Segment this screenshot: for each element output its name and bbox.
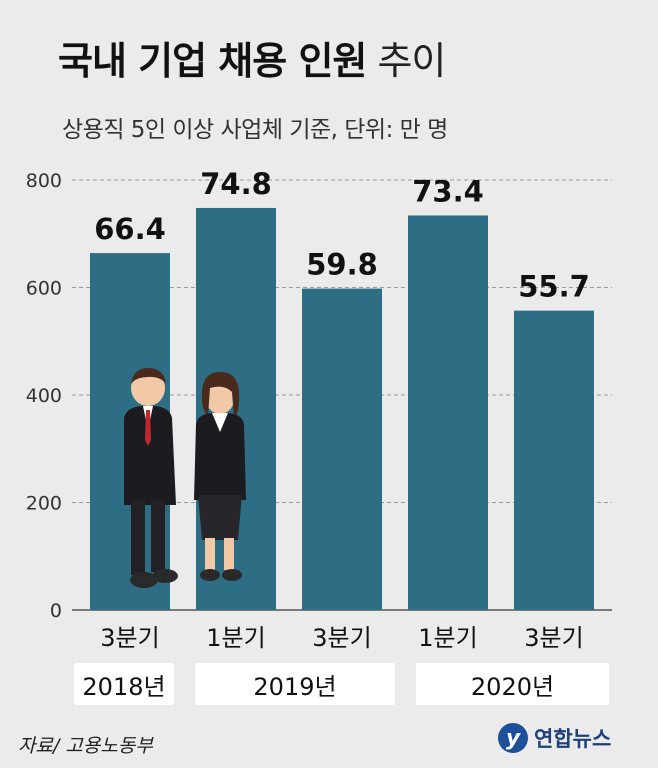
office-workers-illustration bbox=[124, 368, 246, 588]
title-main: 국내 기업 채용 인원 bbox=[58, 39, 367, 83]
year-label-2018: 2018년 bbox=[74, 663, 174, 705]
bar bbox=[302, 288, 382, 610]
y-tick-label: 600 bbox=[26, 278, 62, 300]
woman-figure bbox=[194, 372, 246, 581]
category-label: 1분기 bbox=[206, 624, 265, 652]
category-label: 1분기 bbox=[418, 624, 477, 652]
y-tick-label: 0 bbox=[50, 600, 62, 622]
bar bbox=[408, 215, 488, 610]
data-label: 59.8 bbox=[306, 248, 378, 282]
yonhap-logo: y 연합뉴스 bbox=[498, 723, 611, 753]
year-label-2019: 2019년 bbox=[195, 663, 395, 705]
title-suffix: 추이 bbox=[377, 39, 446, 83]
category-label: 3분기 bbox=[312, 624, 371, 652]
chart-title: 국내 기업 채용 인원 추이 bbox=[58, 30, 446, 85]
source-note: 자료/ 고용노동부 bbox=[18, 735, 153, 757]
year-label-2020: 2020년 bbox=[416, 663, 609, 705]
y-tick-label: 400 bbox=[26, 385, 62, 407]
man-figure bbox=[124, 368, 178, 588]
data-label: 74.8 bbox=[200, 167, 272, 201]
bar bbox=[514, 310, 594, 610]
data-label: 73.4 bbox=[412, 174, 484, 208]
y-tick-label: 200 bbox=[26, 493, 62, 515]
data-label: 55.7 bbox=[518, 270, 590, 304]
category-label: 3분기 bbox=[100, 624, 159, 652]
data-label: 66.4 bbox=[94, 212, 166, 246]
logo-text: 연합뉴스 bbox=[534, 727, 612, 751]
y-tick-label: 800 bbox=[26, 170, 62, 192]
chart-subtitle: 상용직 5인 이상 사업체 기준, 단위: 만 명 bbox=[62, 117, 448, 143]
category-label: 3분기 bbox=[524, 624, 583, 652]
logo-mark-icon: y bbox=[498, 723, 528, 753]
